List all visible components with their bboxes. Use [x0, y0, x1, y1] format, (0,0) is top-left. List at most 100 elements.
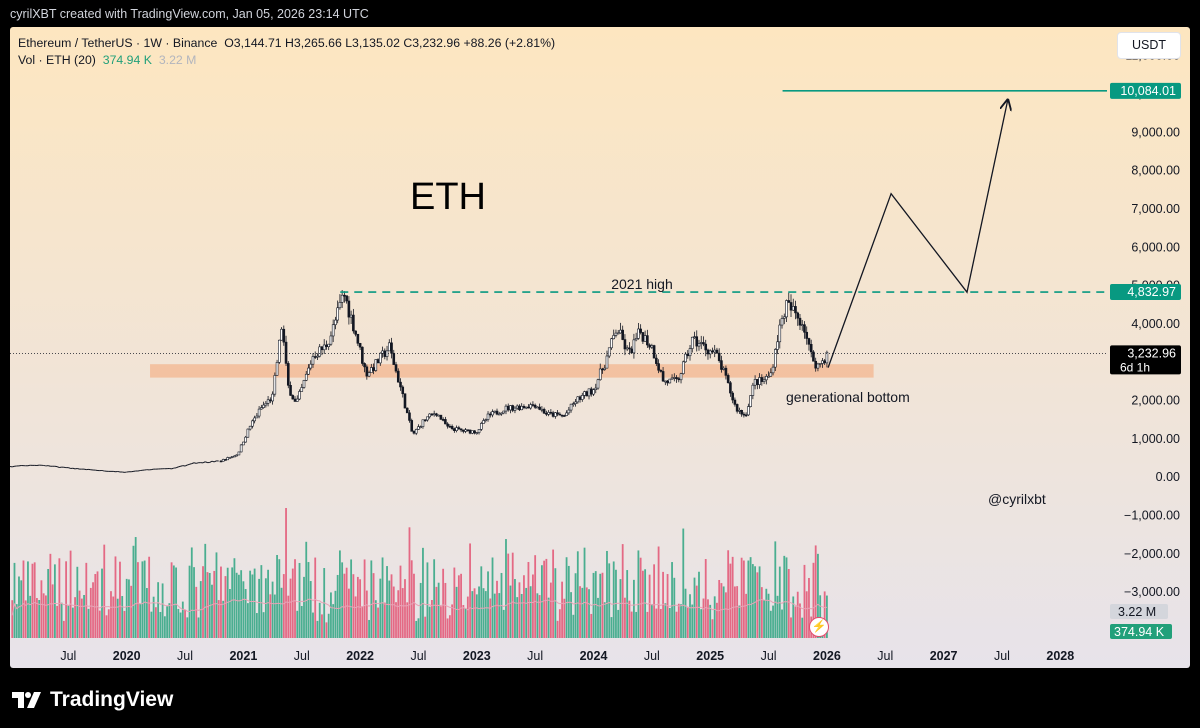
volume-bar: [105, 615, 108, 638]
candle-body: [527, 406, 530, 409]
volume-bar: [655, 608, 658, 638]
volume-bar: [397, 590, 400, 638]
candle-body: [699, 342, 703, 344]
candle-body: [385, 350, 389, 357]
volume-bar: [662, 571, 664, 638]
volume-bar: [13, 562, 16, 638]
volume-bar: [137, 562, 139, 638]
volume-bar: [668, 607, 671, 638]
volume-bar: [675, 611, 678, 638]
y-tick-label: 8,000.00: [1131, 164, 1180, 178]
volume-bar: [269, 594, 272, 638]
candle-body: [794, 306, 797, 314]
candle-body: [435, 413, 438, 416]
volume-bar: [579, 586, 581, 638]
volume-bar: [740, 557, 743, 638]
candle-body: [334, 319, 337, 326]
price-line-segment: [171, 467, 174, 470]
volume-bar: [742, 560, 745, 638]
volume-bar: [356, 576, 359, 638]
volume-bar: [785, 557, 788, 638]
candle-body: [376, 359, 380, 364]
candle-body: [484, 419, 488, 421]
price-line-segment: [202, 461, 206, 464]
volume-bar: [689, 594, 691, 638]
volume-bar: [691, 604, 694, 638]
volume-bar: [383, 602, 386, 638]
volume-bar: [388, 580, 391, 638]
price-chart[interactable]: 11,000.0010,000.009,000.008,000.007,000.…: [10, 27, 1190, 668]
volume-bar: [608, 563, 611, 638]
volume-bar: [150, 611, 153, 638]
volume-bar: [482, 588, 485, 638]
volume-bar: [282, 574, 285, 638]
volume-bar: [361, 606, 364, 638]
price-line-segment: [180, 465, 183, 467]
volume-bar: [612, 561, 615, 638]
candle-body: [365, 366, 369, 377]
y-tick-label: 4,000.00: [1131, 317, 1180, 331]
volume-bar: [570, 592, 572, 638]
volume-bar: [220, 566, 222, 638]
candle-body: [343, 294, 346, 297]
volume-bar: [74, 597, 76, 638]
volume-bar: [244, 589, 247, 638]
candle-body: [720, 360, 723, 370]
volume-bar: [226, 567, 229, 638]
candle-body: [702, 342, 705, 345]
volume-bar: [561, 581, 563, 638]
candle-body: [511, 405, 515, 411]
candle-body: [325, 344, 328, 348]
volume-bar: [462, 605, 465, 638]
candle-body: [807, 338, 811, 345]
candle-body: [403, 393, 407, 409]
volume-bar: [518, 582, 521, 638]
candle-body: [237, 451, 241, 456]
candle-body: [502, 410, 506, 414]
volume-bar: [801, 617, 804, 638]
volume-bar: [767, 593, 770, 638]
candle-body: [673, 377, 676, 379]
candle-body: [242, 441, 245, 446]
candle-body: [497, 413, 501, 416]
volume-bar: [287, 595, 290, 638]
volume-bar: [49, 553, 52, 638]
candle-body: [361, 346, 364, 364]
candle-body: [479, 423, 483, 430]
candle-body: [536, 406, 539, 409]
bar-countdown: 6d 1h: [1120, 360, 1150, 374]
x-tick-label: 2024: [580, 649, 608, 663]
volume-bar: [101, 568, 103, 638]
candle-body: [704, 343, 708, 351]
volume-bar: [186, 617, 189, 638]
candle-body: [634, 338, 638, 341]
x-tick-label: Jul: [527, 649, 543, 663]
candle-body: [805, 331, 809, 339]
chart-area[interactable]: 11,000.0010,000.009,000.008,000.007,000.…: [10, 27, 1190, 668]
candle-body: [558, 413, 562, 416]
symbol-name[interactable]: Ethereum / TetherUS · 1W · Binance: [18, 36, 218, 50]
volume-bar: [484, 591, 487, 638]
currency-selector[interactable]: USDT: [1117, 32, 1181, 59]
candle-body: [668, 378, 672, 384]
lightning-icon[interactable]: ⚡: [809, 617, 829, 637]
candle-body: [731, 392, 734, 401]
candle-body: [711, 350, 714, 353]
candle-body: [390, 342, 393, 354]
volume-bar: [637, 550, 640, 638]
candle-body: [513, 407, 517, 411]
candle-body: [370, 367, 373, 373]
candle-body: [224, 459, 227, 461]
volume-bar: [343, 573, 346, 638]
candle-body: [605, 355, 609, 369]
candle-body: [780, 318, 784, 326]
candle-body: [814, 360, 817, 369]
volume-bar: [170, 562, 173, 638]
volume-bar: [489, 598, 492, 638]
volume-label[interactable]: Vol · ETH (20): [18, 53, 96, 67]
volume-bar: [392, 586, 395, 638]
volume-bar: [453, 567, 456, 638]
volume-bar: [289, 578, 292, 638]
candle-body: [260, 407, 263, 410]
candle-body: [475, 432, 479, 434]
